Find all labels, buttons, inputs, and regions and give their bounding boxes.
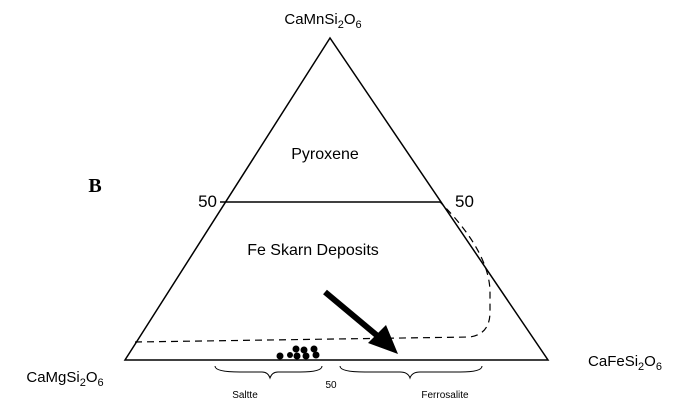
brace-right [339, 365, 483, 380]
vertex-right: CaFeSi2O6 [588, 353, 662, 373]
formula-part: 2 [638, 361, 644, 373]
formula-part: 6 [656, 361, 662, 373]
base-label: Saltte [232, 390, 258, 401]
arrow-head [368, 325, 398, 354]
formula-part: 2 [80, 377, 86, 389]
base-label: Ferrosalite [421, 390, 469, 401]
formula-part: CaMnSi [284, 11, 337, 28]
panel-label: B [88, 175, 101, 197]
brace-left [214, 365, 323, 380]
formula-part: 2 [338, 19, 344, 31]
field-label: Pyroxene [291, 146, 359, 163]
triangle [123, 36, 550, 361]
formula-part: CaFeSi [588, 353, 638, 370]
formula-part: 6 [356, 19, 362, 31]
edge-mark: 50 [198, 192, 217, 211]
vertex-top: CaMnSi2O6 [284, 11, 361, 31]
base-label: 50 [325, 380, 337, 391]
formula-part: 6 [98, 377, 104, 389]
edge-mark: 50 [455, 192, 474, 211]
arrow-shaft [323, 289, 382, 341]
field-label: Fe Skarn Deposits [247, 242, 379, 259]
formula-part: CaMgSi [26, 369, 79, 386]
formula-part: O [644, 353, 656, 370]
formula-part: O [86, 369, 98, 386]
vertex-left: CaMgSi2O6 [26, 369, 103, 389]
skarn-boundary [134, 201, 491, 343]
sample-points [276, 345, 320, 360]
formula-part: O [344, 11, 356, 28]
